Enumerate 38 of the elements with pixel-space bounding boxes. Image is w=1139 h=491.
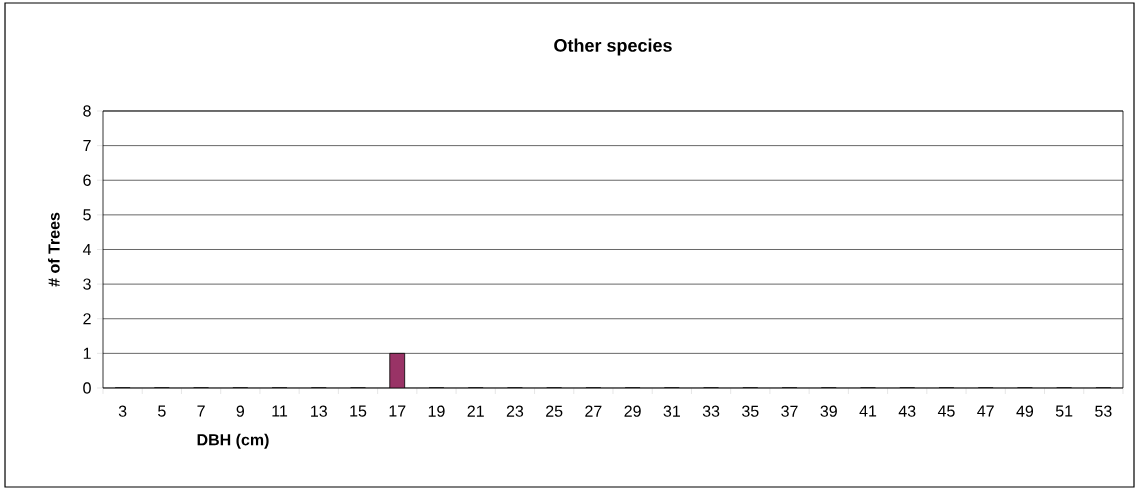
- y-axis-title: # of Trees: [47, 212, 60, 287]
- x-tick-label: 7: [197, 405, 205, 417]
- y-tick-label: 3: [83, 278, 91, 290]
- x-tick-label: 11: [272, 405, 288, 417]
- x-tick-label: 19: [428, 405, 445, 417]
- x-tick-label: 9: [236, 405, 245, 417]
- y-tick-label: 8: [83, 105, 91, 117]
- x-tick-label: 31: [663, 405, 680, 417]
- y-tick-label: 2: [83, 313, 91, 325]
- x-tick-label: 43: [898, 405, 916, 417]
- x-tick-label: 27: [585, 405, 602, 417]
- x-tick-label: 5: [158, 405, 166, 417]
- y-tick-label: 5: [83, 209, 91, 221]
- x-tick-label: 47: [977, 405, 994, 417]
- x-tick-label: 37: [781, 405, 798, 417]
- x-tick-label: 39: [820, 405, 837, 417]
- x-tick-label: 23: [506, 405, 524, 417]
- x-tick-label: 49: [1016, 405, 1034, 417]
- y-tick-label: 4: [82, 243, 92, 255]
- x-tick-label: 53: [1095, 405, 1112, 417]
- x-tick-label: 51: [1055, 405, 1073, 417]
- y-tick-label: 0: [83, 382, 91, 394]
- x-tick-label: 13: [311, 405, 327, 417]
- chart-title: Other species: [554, 38, 672, 56]
- y-tick-label: 7: [83, 140, 91, 152]
- x-tick-label: 25: [546, 405, 563, 417]
- x-tick-label: 29: [624, 405, 641, 417]
- x-tick-label: 15: [350, 405, 367, 417]
- y-tick-label: 1: [83, 347, 91, 359]
- x-tick-label: 21: [467, 405, 484, 417]
- x-tick-label: 33: [702, 405, 720, 417]
- x-tick-label: 45: [937, 405, 955, 417]
- x-tick-label: 41: [859, 405, 877, 417]
- x-axis-title: DBH (cm): [197, 433, 269, 449]
- x-tick-label: 3: [118, 405, 127, 417]
- x-tick-label: 17: [389, 405, 406, 417]
- x-tick-label: 35: [742, 405, 759, 417]
- y-tick-label: 6: [83, 174, 91, 186]
